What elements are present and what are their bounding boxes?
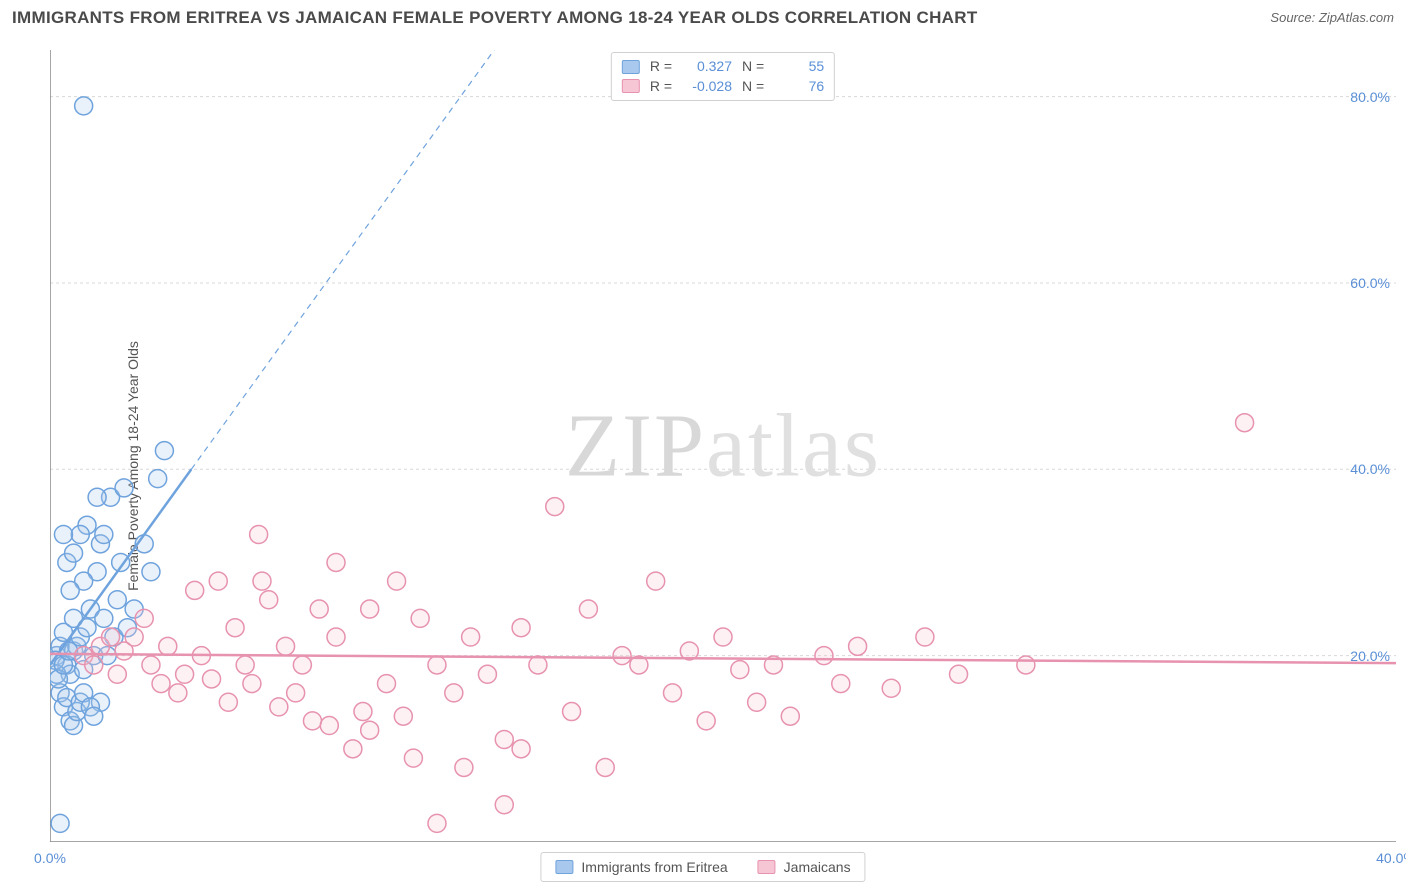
x-tick-label: 40.0% — [1376, 850, 1406, 866]
legend-swatch-jamaican — [758, 860, 776, 874]
r-value-eritrea: 0.327 — [682, 57, 732, 77]
chart-container: Female Poverty Among 18-24 Year Olds ZIP… — [0, 40, 1406, 892]
y-tick-label: 20.0% — [1350, 648, 1390, 664]
r-label: R = — [650, 57, 672, 77]
n-value-jamaican: 76 — [774, 77, 824, 97]
r-value-jamaican: -0.028 — [682, 77, 732, 97]
legend-item-eritrea: Immigrants from Eritrea — [555, 859, 727, 875]
correlation-row-jamaican: R = -0.028 N = 76 — [622, 77, 824, 97]
plot-area: ZIPatlas R = 0.327 N = 55 R = -0.028 N =… — [50, 50, 1396, 842]
legend-item-jamaican: Jamaicans — [758, 859, 851, 875]
source-name: ZipAtlas.com — [1319, 10, 1394, 25]
legend-swatch-eritrea — [555, 860, 573, 874]
n-value-eritrea: 55 — [774, 57, 824, 77]
n-label: N = — [742, 57, 764, 77]
y-tick-label: 60.0% — [1350, 275, 1390, 291]
source-label: Source: — [1270, 10, 1315, 25]
correlation-row-eritrea: R = 0.327 N = 55 — [622, 57, 824, 77]
legend-label-eritrea: Immigrants from Eritrea — [581, 859, 727, 875]
swatch-jamaican — [622, 79, 640, 93]
x-tick-label: 0.0% — [34, 850, 66, 866]
correlation-legend: R = 0.327 N = 55 R = -0.028 N = 76 — [611, 52, 835, 101]
source-citation: Source: ZipAtlas.com — [1270, 10, 1394, 25]
y-tick-label: 40.0% — [1350, 461, 1390, 477]
chart-title: IMMIGRANTS FROM ERITREA VS JAMAICAN FEMA… — [12, 8, 978, 27]
n-label: N = — [742, 77, 764, 97]
r-label: R = — [650, 77, 672, 97]
scatter-plot-svg — [50, 50, 1396, 842]
y-tick-label: 80.0% — [1350, 89, 1390, 105]
swatch-eritrea — [622, 60, 640, 74]
legend-label-jamaican: Jamaicans — [784, 859, 851, 875]
series-legend: Immigrants from Eritrea Jamaicans — [540, 852, 865, 882]
chart-header: IMMIGRANTS FROM ERITREA VS JAMAICAN FEMA… — [12, 8, 1394, 38]
